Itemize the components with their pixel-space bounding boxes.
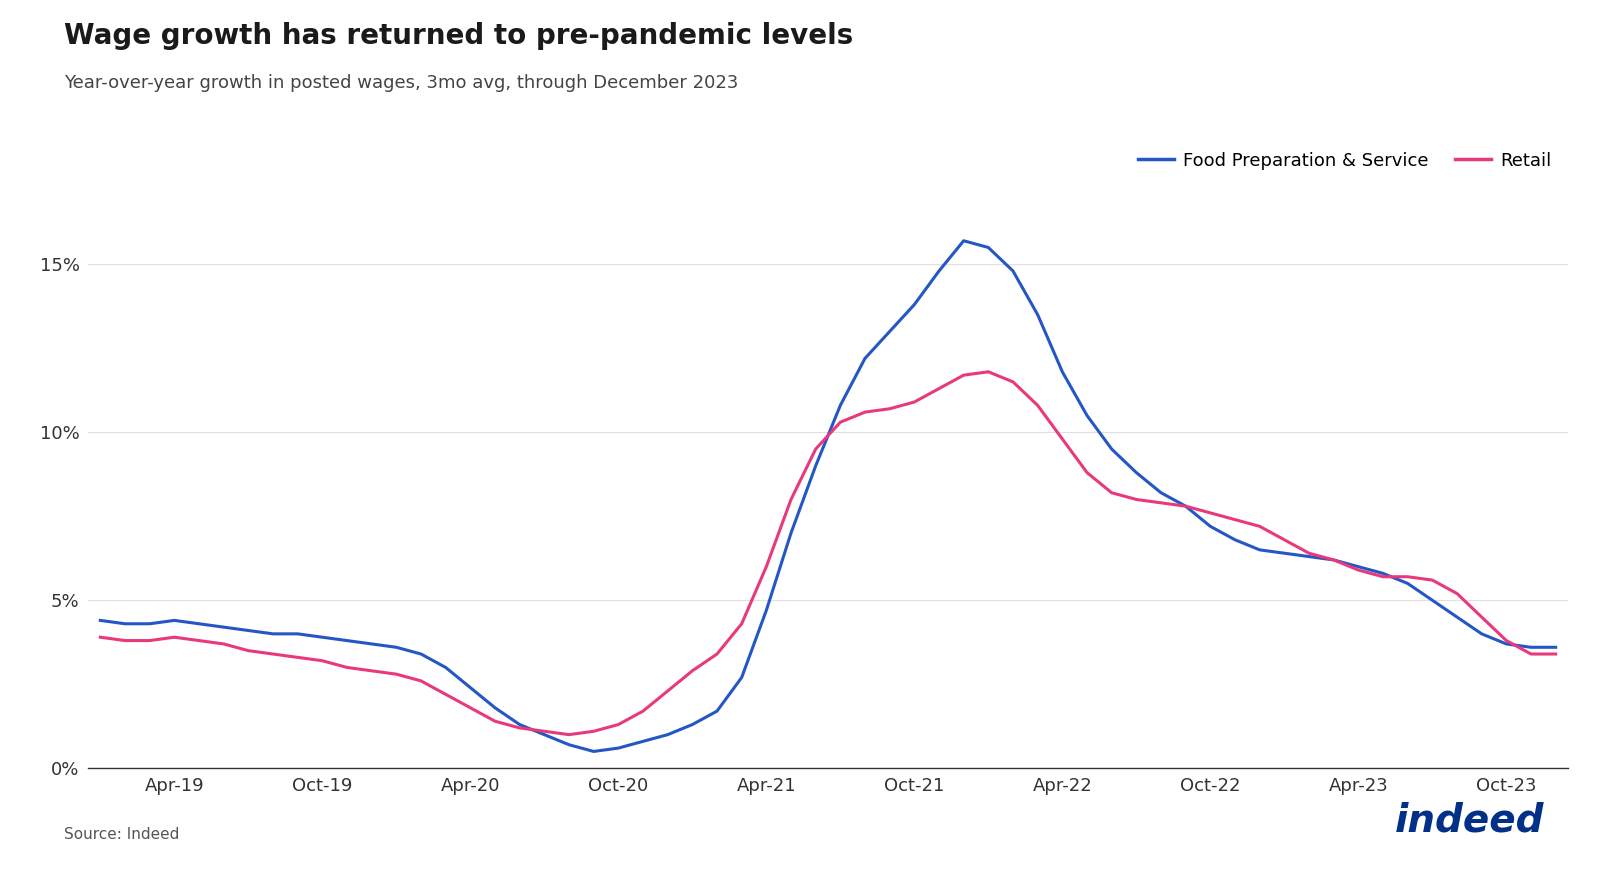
Text: Wage growth has returned to pre-pandemic levels: Wage growth has returned to pre-pandemic… xyxy=(64,22,853,50)
Text: Year-over-year growth in posted wages, 3mo avg, through December 2023: Year-over-year growth in posted wages, 3… xyxy=(64,74,738,93)
Legend: Food Preparation & Service, Retail: Food Preparation & Service, Retail xyxy=(1131,144,1558,177)
Text: Source: Indeed: Source: Indeed xyxy=(64,828,179,842)
Text: indeed: indeed xyxy=(1395,801,1544,840)
